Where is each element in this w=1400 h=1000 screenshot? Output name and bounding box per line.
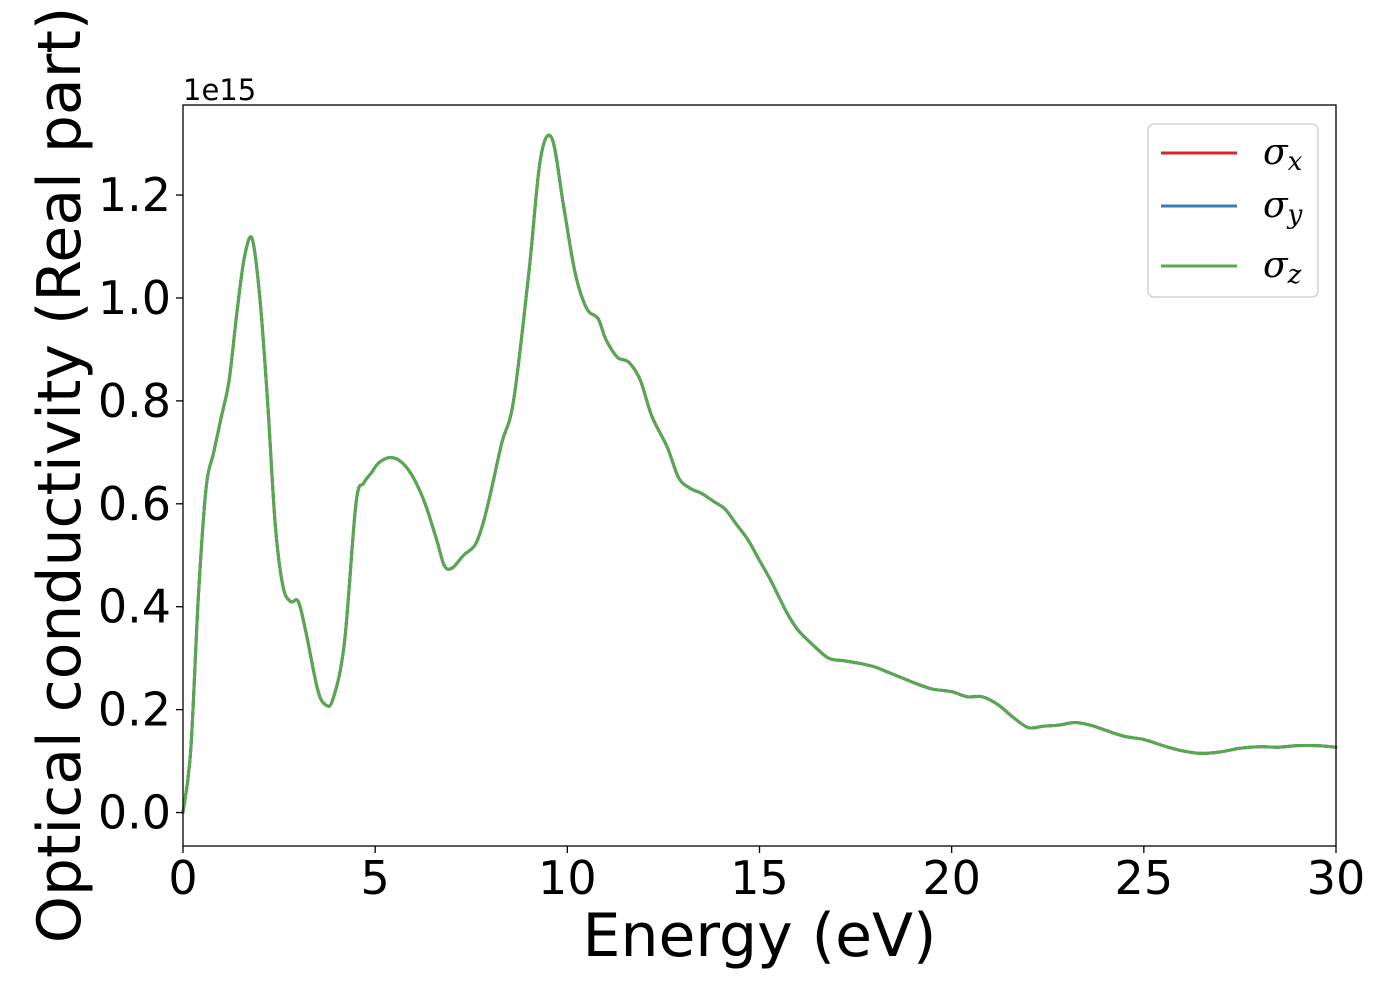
plot-background	[183, 105, 1336, 846]
legend: σx σy σz	[1147, 123, 1319, 298]
y-tick-label: 1.2	[98, 168, 171, 222]
x-tick-label: 25	[1115, 851, 1174, 905]
x-axis-ticks: 0 5 10 15 20 25 30	[168, 846, 1365, 905]
y-tick-label: 0.6	[98, 477, 171, 531]
legend-label-z: σz	[1263, 245, 1302, 290]
x-tick-label: 15	[730, 851, 789, 905]
x-tick-label: 30	[1307, 851, 1366, 905]
x-tick-label: 20	[922, 851, 981, 905]
legend-frame	[1147, 123, 1319, 298]
x-tick-label: 10	[538, 851, 597, 905]
y-tick-label: 0.4	[98, 580, 171, 634]
x-axis-title: Energy (eV)	[583, 901, 937, 971]
y-tick-label: 0.2	[98, 683, 171, 737]
y-axis-title: Optical conductivity (Real part)	[25, 7, 95, 944]
y-tick-label: 0.0	[98, 786, 171, 840]
legend-label-y: σy	[1263, 185, 1303, 230]
x-tick-label: 5	[361, 851, 390, 905]
y-offset-label: 1e15	[183, 73, 256, 107]
y-axis-ticks: 0.0 0.2 0.4 0.6 0.8 1.0 1.2	[98, 168, 183, 840]
y-tick-label: 1.0	[98, 271, 171, 325]
x-tick-label: 0	[168, 851, 197, 905]
series-layer	[181, 133, 1338, 815]
legend-label-x: σx	[1263, 132, 1303, 177]
series-line-z	[181, 133, 1338, 815]
y-tick-label: 0.8	[98, 374, 171, 428]
